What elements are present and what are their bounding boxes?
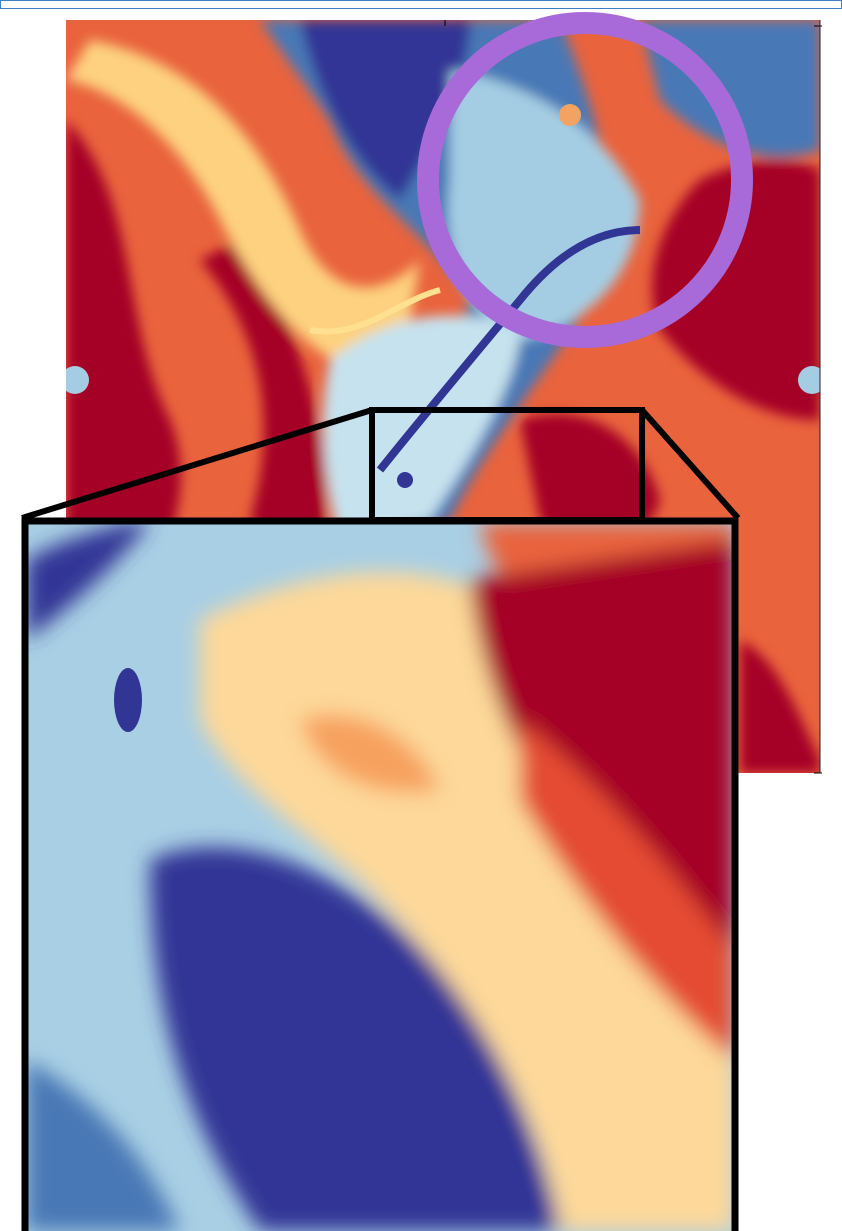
zoom-line — [639, 408, 741, 520]
dark-blue-region — [300, 20, 470, 200]
dark-blue-region — [150, 847, 560, 1231]
yellow-filament — [309, 287, 441, 335]
inset-field — [26, 522, 734, 1231]
inset-frame — [21, 517, 739, 1231]
orange-streak — [520, 720, 734, 1060]
highlight-circle — [417, 12, 753, 348]
top-frame — [0, 0, 842, 9]
vortex — [397, 472, 413, 488]
red-region — [740, 640, 820, 773]
inset-structures — [26, 522, 734, 1231]
dark-filament — [376, 226, 641, 473]
vortex — [559, 104, 581, 126]
light-blue-region — [448, 70, 640, 340]
red-region — [200, 240, 326, 560]
vortex — [66, 366, 89, 394]
vortex — [798, 366, 820, 394]
yellow-band — [66, 40, 420, 380]
red-region — [520, 413, 660, 548]
vortex — [114, 668, 142, 732]
blue-region — [26, 1060, 180, 1231]
orange-patch — [300, 714, 440, 793]
dark-blue-stripe — [26, 522, 150, 640]
red-region — [652, 160, 820, 420]
zoom-line — [21, 407, 373, 521]
